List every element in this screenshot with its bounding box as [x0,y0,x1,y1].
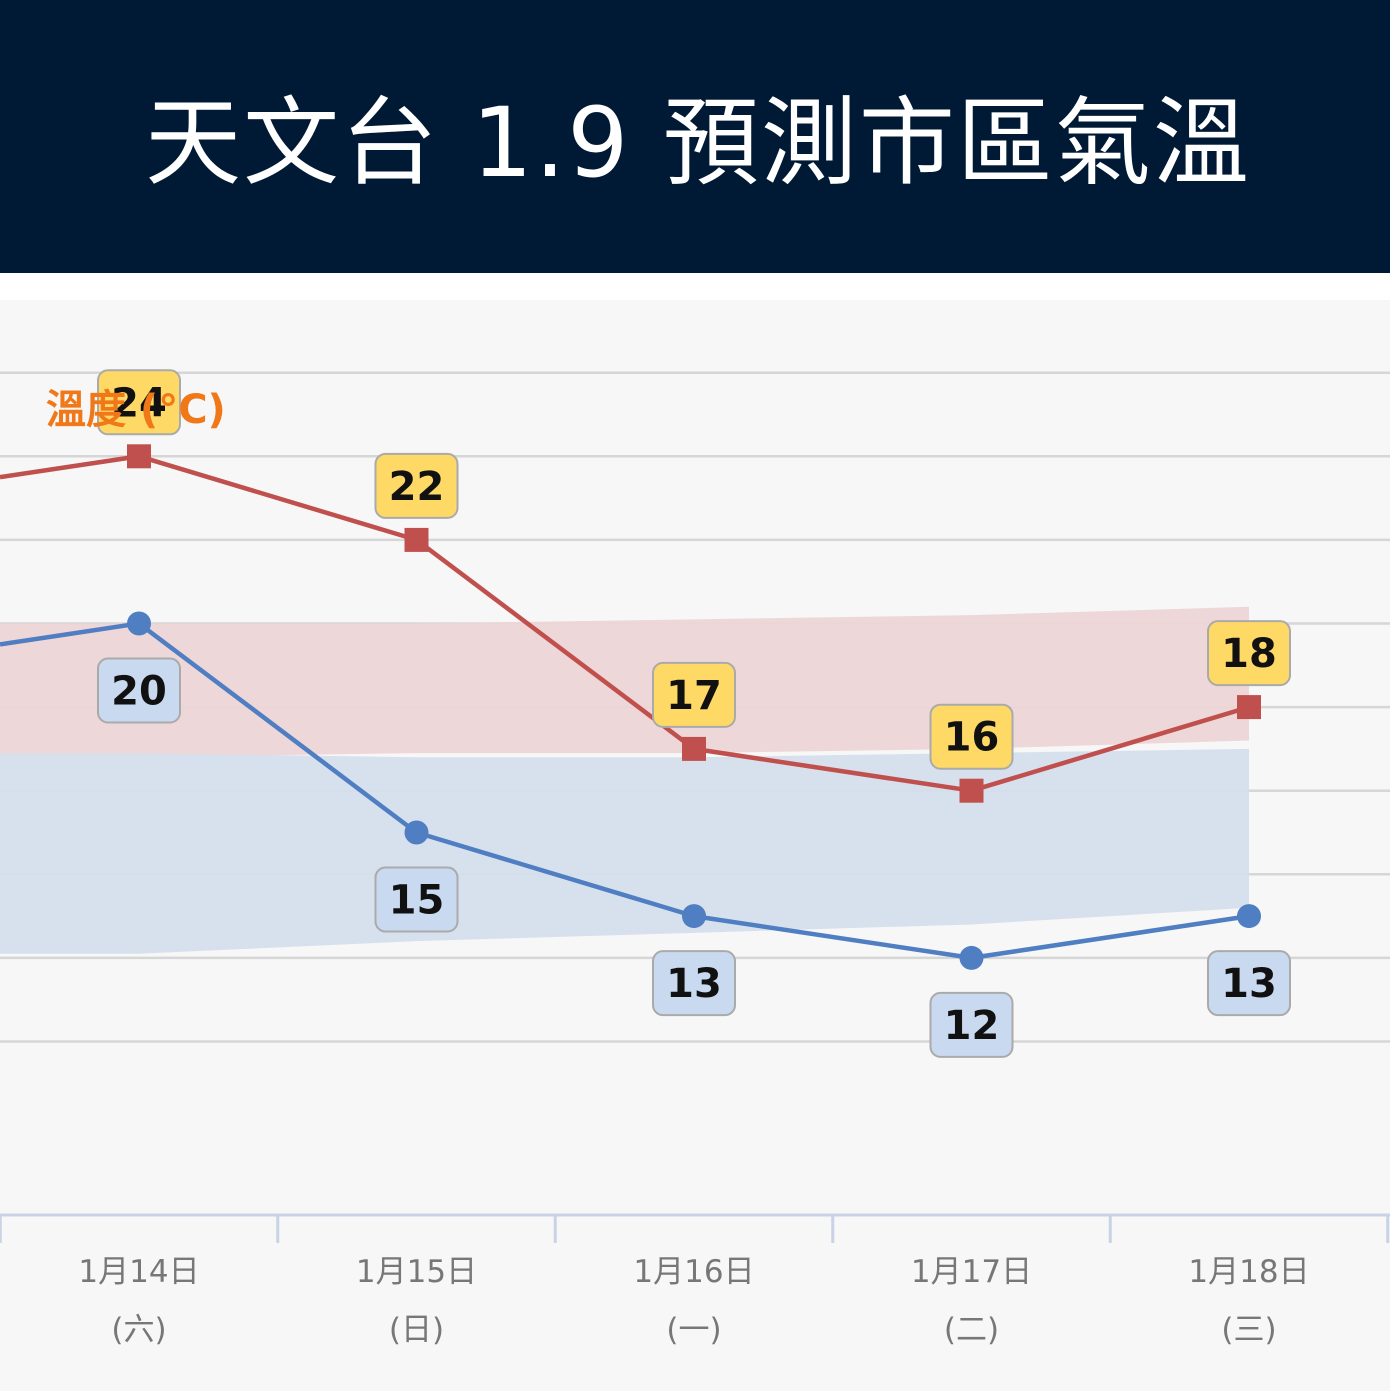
label-value: 13 [666,961,722,1007]
label-box [1207,950,1291,1017]
label-value: 13 [1221,961,1277,1007]
min-temp-point [404,820,429,845]
min-temp-point [959,945,984,970]
x-tick-weekday: (一) [666,1312,721,1348]
label-box [374,452,459,519]
x-axis: 1月14日 (六) 1月15日 (日) 1月16日 (一) 1月17日 (二) 1月18日 (三) [0,1213,1390,1348]
min-temp-point [1237,904,1261,929]
label-value: 15 [389,878,445,924]
chart-title: 天文台 1.9 預測市區氣溫 [145,87,1251,199]
label-value: 18 [1221,631,1277,677]
series-lines [0,444,1261,970]
max-temp-label: 24 [97,369,181,436]
min-temp-label: 20 [97,657,181,724]
x-tick-date: 1月14日 [78,1254,199,1290]
x-tick-date: 1月15日 [356,1254,477,1290]
min-temp-point [682,904,706,929]
chart-area: 24 22 17 16 18 20 15 13 12 13 1月14日 (六) 1月15日 (日) 1月1… [0,300,1390,1391]
x-tick-date: 1月17日 [911,1254,1032,1290]
label-value: 12 [944,1003,1000,1049]
label-box [374,866,459,933]
x-tick-weekday: (六) [111,1312,166,1348]
max_normal-band [0,606,1249,758]
max-temp-point [127,444,151,469]
label-box [652,950,736,1017]
label-value: 20 [111,669,167,715]
label-box [652,661,736,728]
min_normal-band [0,748,1249,954]
max-temp-label: 17 [652,661,736,728]
normal-range-bands [0,606,1249,954]
chart-header: 天文台 1.9 預測市區氣溫 [0,0,1390,273]
y-axis-label: 溫度 (°C) [46,387,226,433]
max-temp-point [404,527,429,552]
x-tick-weekday: (三) [1221,1312,1276,1348]
min-temp-point [127,611,151,636]
min-temp-label: 15 [374,866,459,933]
max-temp-point [682,736,706,761]
max-temp-label: 18 [1207,620,1291,687]
min-temp-label: 13 [1207,950,1291,1017]
label-box [929,703,1014,770]
label-value: 24 [111,380,167,426]
label-box [97,657,181,724]
label-box [97,369,181,436]
label-box [1207,620,1291,687]
label-box [929,991,1014,1058]
label-value: 22 [389,464,445,510]
min-temp-label: 12 [929,991,1014,1058]
x-tick-weekday: (日) [389,1312,444,1348]
x-tick-date: 1月16日 [633,1254,754,1290]
x-tick-weekday: (二) [944,1312,999,1348]
max-temp-label: 22 [374,452,459,519]
max-temp-point [959,778,984,803]
x-tick-date: 1月18日 [1188,1254,1309,1290]
label-value: 16 [944,715,1000,761]
label-value: 17 [666,673,722,719]
min-temp-line [0,621,1250,961]
max-temp-line [0,454,1250,793]
value-labels: 24 22 17 16 18 20 15 13 12 13 [97,369,1291,1058]
max-temp-point [1237,695,1261,720]
max-temp-label: 16 [929,703,1014,770]
min-temp-label: 13 [652,950,736,1017]
